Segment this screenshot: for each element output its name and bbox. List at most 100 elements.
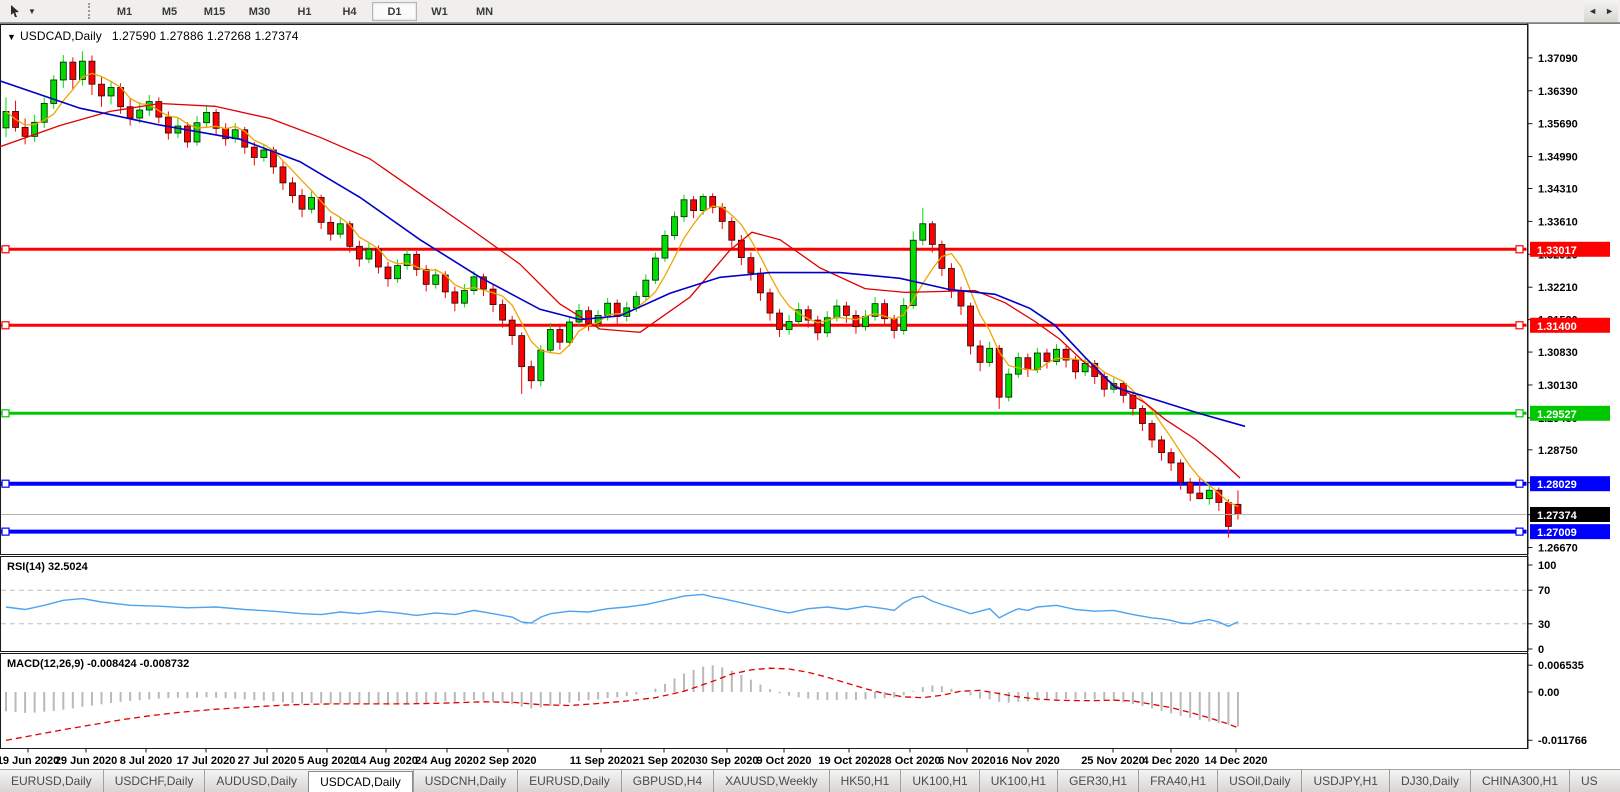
candle-body <box>164 116 172 134</box>
candle-body <box>432 274 440 285</box>
date-axis-label: 21 Sep 2020 <box>633 755 696 767</box>
rsi-axis-label: 70 <box>1538 585 1550 597</box>
timeframe-button-M30[interactable]: M30 <box>248 5 271 18</box>
candle-body <box>566 321 573 343</box>
candle-body <box>59 61 67 81</box>
chart-title-caret-icon[interactable]: ▼ <box>7 32 17 42</box>
pane-borders <box>0 24 1529 749</box>
candle-body <box>489 288 497 305</box>
hline-handle[interactable] <box>1 321 10 330</box>
date-axis-label: 24 Aug 2020 <box>415 755 479 767</box>
timeframe-button-H4[interactable]: H4 <box>342 5 357 18</box>
tab-scroll-arrows: ◄ ► <box>1584 0 1618 22</box>
hline-handle[interactable] <box>1 527 10 536</box>
chart-tab-UK100-H1[interactable]: UK100,H1 <box>900 770 978 792</box>
timeframe-button-M15[interactable]: M15 <box>203 5 226 18</box>
candle-body <box>260 149 268 158</box>
hline-handle[interactable] <box>1 409 10 418</box>
price-axis-label: 1.36390 <box>1538 86 1578 98</box>
candles-layer <box>2 51 1242 538</box>
macd-signal-line[interactable] <box>5 667 1239 742</box>
ma-line-slow[interactable] <box>0 80 1246 428</box>
candle-body <box>881 303 888 320</box>
timeframe-button-MN[interactable]: MN <box>475 5 494 18</box>
hline-handle[interactable] <box>1515 409 1524 418</box>
tab-scroll-left-icon[interactable]: ◄ <box>1588 6 1598 16</box>
timeframe-button-W1[interactable]: W1 <box>431 5 448 18</box>
chart-tab-bar: EURUSD,Daily USDCHF,Daily AUDUSD,Daily USDC… <box>0 769 1620 792</box>
candle-body <box>699 196 707 212</box>
chart-tab-DJ30-Daily[interactable]: DJ30,Daily <box>1388 770 1470 792</box>
chart-tab-GBPUSD-H4[interactable]: GBPUSD,H4 <box>620 770 713 792</box>
candle-body <box>384 266 392 280</box>
macd-pane: 0.006535 0.00 -0.011766 <box>5 660 1587 747</box>
timeframe-button-D1[interactable]: D1 <box>372 1 417 21</box>
chart-tab-HK50-H1[interactable]: HK50,H1 <box>828 770 901 792</box>
chart-tab-GER30-H1[interactable]: GER30,H1 <box>1057 770 1138 792</box>
chart-tab-USDCNH-Daily[interactable]: USDCNH,Daily <box>412 770 517 792</box>
chart-tab-CHINA300-H1[interactable]: CHINA300,H1 <box>1469 770 1569 792</box>
chart-tab-UK100-H1[interactable]: UK100,H1 <box>978 770 1057 792</box>
chart-tab-USDCHF-Daily[interactable]: USDCHF,Daily <box>102 770 205 792</box>
rsi-line[interactable] <box>5 593 1239 628</box>
date-axis-label: 9 Oct 2020 <box>756 755 811 767</box>
chart-tab-USDJPY-H1[interactable]: USDJPY,H1 <box>1301 770 1388 792</box>
chart-tab-USDCAD-Daily[interactable]: USDCAD,Daily <box>308 771 413 792</box>
date-axis-label: 6 Nov 2020 <box>938 755 995 767</box>
candle-body <box>585 310 592 324</box>
candle-body <box>21 127 29 137</box>
toolbar-grip[interactable] <box>88 3 90 19</box>
candle-body <box>833 305 841 319</box>
candle-body <box>976 345 984 363</box>
price-axis-label: 1.34310 <box>1538 184 1578 196</box>
candle-body <box>50 79 58 104</box>
hline-handle[interactable] <box>1 479 10 488</box>
candle-body <box>136 109 144 119</box>
hline-handles <box>1 245 1524 536</box>
hline-handle[interactable] <box>1515 321 1524 330</box>
date-axis-label: 27 Jul 2020 <box>238 755 297 767</box>
candle-body <box>1158 439 1165 454</box>
tab-scroll-right-icon[interactable]: ► <box>1605 6 1614 16</box>
chart-title: ▼ USDCAD,Daily 1.27590 1.27886 1.27268 1.2… <box>7 29 299 43</box>
toolbar-dropdown-caret-icon[interactable]: ▼ <box>28 6 36 16</box>
hline-handle[interactable] <box>1 245 10 254</box>
timeframe-button-M5[interactable]: M5 <box>161 5 178 18</box>
chart-tab-AUDUSD-Daily[interactable]: AUDUSD,Daily <box>204 770 308 792</box>
candle-body <box>107 87 115 97</box>
candle-body <box>1053 348 1060 362</box>
hline-handle[interactable] <box>1515 479 1524 488</box>
pane-main <box>0 24 1529 555</box>
candle-body <box>308 197 316 210</box>
candle-body <box>766 292 774 314</box>
candle-body <box>747 257 755 274</box>
cursor-icon[interactable] <box>6 3 24 19</box>
macd-axis-label: 0.006535 <box>1538 660 1584 672</box>
ma-line-fast[interactable] <box>5 72 1239 508</box>
candle-body <box>890 318 898 331</box>
hline-handle[interactable] <box>1515 527 1524 536</box>
candle-body <box>527 366 535 382</box>
axis-price-tag-1.33017: 1.33017 <box>1530 241 1610 257</box>
chart-tab-EURUSD-Daily[interactable]: EURUSD,Daily <box>517 770 621 792</box>
date-axis-label: 11 Sep 2020 <box>570 755 632 767</box>
date-axis-label: 4 Dec 2020 <box>1143 755 1200 767</box>
timeframe-button-H1[interactable]: H1 <box>297 5 312 18</box>
price-axis[interactable]: 1.37090 1.36390 1.35690 1.34990 1.34310 1.336… <box>1527 23 1611 749</box>
timeframe-button-M1[interactable]: M1 <box>116 5 133 18</box>
chart-tab-USOil-Daily[interactable]: USOil,Daily <box>1217 770 1301 792</box>
candle-body <box>203 111 210 124</box>
chart-tab-FRA40-H1[interactable]: FRA40,H1 <box>1138 770 1217 792</box>
chart-tab-US[interactable]: US <box>1569 770 1609 792</box>
candle-body <box>862 315 869 328</box>
chart-tab-EURUSD-Daily[interactable]: EURUSD,Daily <box>11 774 92 788</box>
hline-handle[interactable] <box>1515 245 1524 254</box>
chart-tab-XAUUSD-Weekly[interactable]: XAUUSD,Weekly <box>713 770 828 792</box>
candle-body <box>814 319 822 334</box>
candle-body <box>690 199 697 212</box>
candle-body <box>470 276 478 291</box>
candle-body <box>995 347 1003 398</box>
